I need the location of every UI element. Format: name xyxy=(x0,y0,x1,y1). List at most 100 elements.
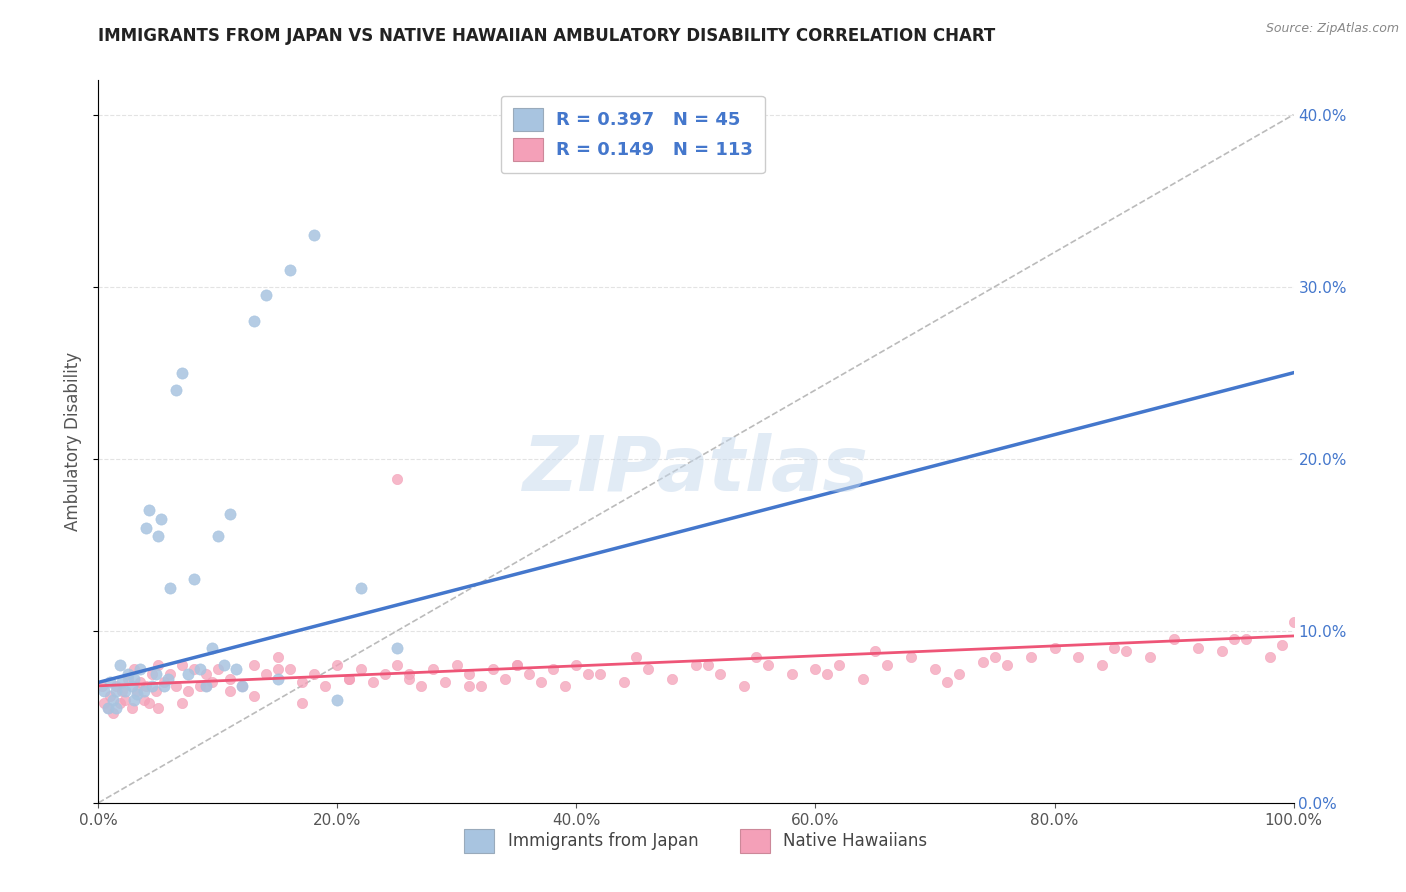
Point xyxy=(267,662,290,676)
Point xyxy=(231,679,253,693)
Point xyxy=(148,701,170,715)
Point xyxy=(207,662,229,676)
Point xyxy=(149,512,172,526)
Point xyxy=(780,666,803,681)
Point xyxy=(1234,632,1257,647)
Point xyxy=(278,662,301,676)
Point xyxy=(374,666,396,681)
Point xyxy=(183,662,205,676)
Point xyxy=(135,679,157,693)
Point xyxy=(339,672,361,686)
Text: Source: ZipAtlas.com: Source: ZipAtlas.com xyxy=(1265,22,1399,36)
Point xyxy=(97,701,120,715)
Point xyxy=(291,696,314,710)
Point xyxy=(326,692,349,706)
Point xyxy=(1091,658,1114,673)
Point xyxy=(225,662,247,676)
Point xyxy=(111,675,134,690)
Point xyxy=(1223,632,1246,647)
Point xyxy=(153,675,176,690)
Point xyxy=(804,662,827,676)
Point xyxy=(121,701,143,715)
Point xyxy=(267,649,290,664)
Point xyxy=(91,679,114,693)
Point xyxy=(138,696,160,710)
Point xyxy=(159,581,181,595)
Point xyxy=(101,706,124,721)
Point xyxy=(1258,649,1281,664)
Point xyxy=(626,649,648,664)
Point xyxy=(1163,632,1185,647)
Point xyxy=(138,503,160,517)
Point xyxy=(148,529,170,543)
Point xyxy=(685,658,707,673)
Point xyxy=(422,662,444,676)
Point xyxy=(183,572,205,586)
Point xyxy=(398,666,420,681)
Point xyxy=(745,649,768,664)
Point xyxy=(458,679,481,693)
Point xyxy=(172,696,194,710)
Point xyxy=(267,672,290,686)
Point xyxy=(458,666,481,681)
Point xyxy=(494,672,516,686)
Point xyxy=(1187,640,1209,655)
Point xyxy=(254,288,277,302)
Point xyxy=(132,692,155,706)
Point xyxy=(1282,615,1305,630)
Point xyxy=(114,684,136,698)
Point xyxy=(125,684,148,698)
Point xyxy=(159,666,181,681)
Point xyxy=(148,658,170,673)
Point xyxy=(201,640,224,655)
Point xyxy=(145,666,167,681)
Point xyxy=(129,662,152,676)
Point xyxy=(145,684,167,698)
Point xyxy=(385,472,409,486)
Point xyxy=(385,640,409,655)
Point xyxy=(302,228,325,243)
Point xyxy=(828,658,851,673)
Point xyxy=(117,666,139,681)
Point xyxy=(506,658,529,673)
Point xyxy=(350,581,373,595)
Point xyxy=(219,507,242,521)
Point xyxy=(637,662,659,676)
Point xyxy=(733,679,755,693)
Point xyxy=(177,684,200,698)
Y-axis label: Ambulatory Disability: Ambulatory Disability xyxy=(65,352,83,531)
Point xyxy=(132,684,155,698)
Point xyxy=(661,672,683,686)
Point xyxy=(350,662,373,676)
Text: ZIPatlas: ZIPatlas xyxy=(523,434,869,508)
Point xyxy=(141,679,163,693)
Point xyxy=(121,679,143,693)
Point xyxy=(530,675,553,690)
Point xyxy=(172,366,194,380)
Point xyxy=(1067,649,1090,664)
Text: IMMIGRANTS FROM JAPAN VS NATIVE HAWAIIAN AMBULATORY DISABILITY CORRELATION CHART: IMMIGRANTS FROM JAPAN VS NATIVE HAWAIIAN… xyxy=(98,27,995,45)
Point xyxy=(924,662,946,676)
Point xyxy=(852,672,875,686)
Point xyxy=(124,662,146,676)
Point xyxy=(141,666,163,681)
Point xyxy=(153,679,176,693)
Point xyxy=(231,679,253,693)
Point xyxy=(972,655,994,669)
Point xyxy=(125,687,148,701)
Point xyxy=(302,666,325,681)
Point xyxy=(541,662,564,676)
Point xyxy=(1211,644,1233,658)
Point xyxy=(219,684,242,698)
Point xyxy=(177,666,200,681)
Point xyxy=(195,666,218,681)
Point xyxy=(93,684,115,698)
Point xyxy=(506,658,529,673)
Point xyxy=(93,696,115,710)
Point xyxy=(243,689,266,703)
Point xyxy=(865,644,887,658)
Point xyxy=(135,520,157,534)
Point xyxy=(114,692,136,706)
Point xyxy=(172,658,194,673)
Point xyxy=(278,262,301,277)
